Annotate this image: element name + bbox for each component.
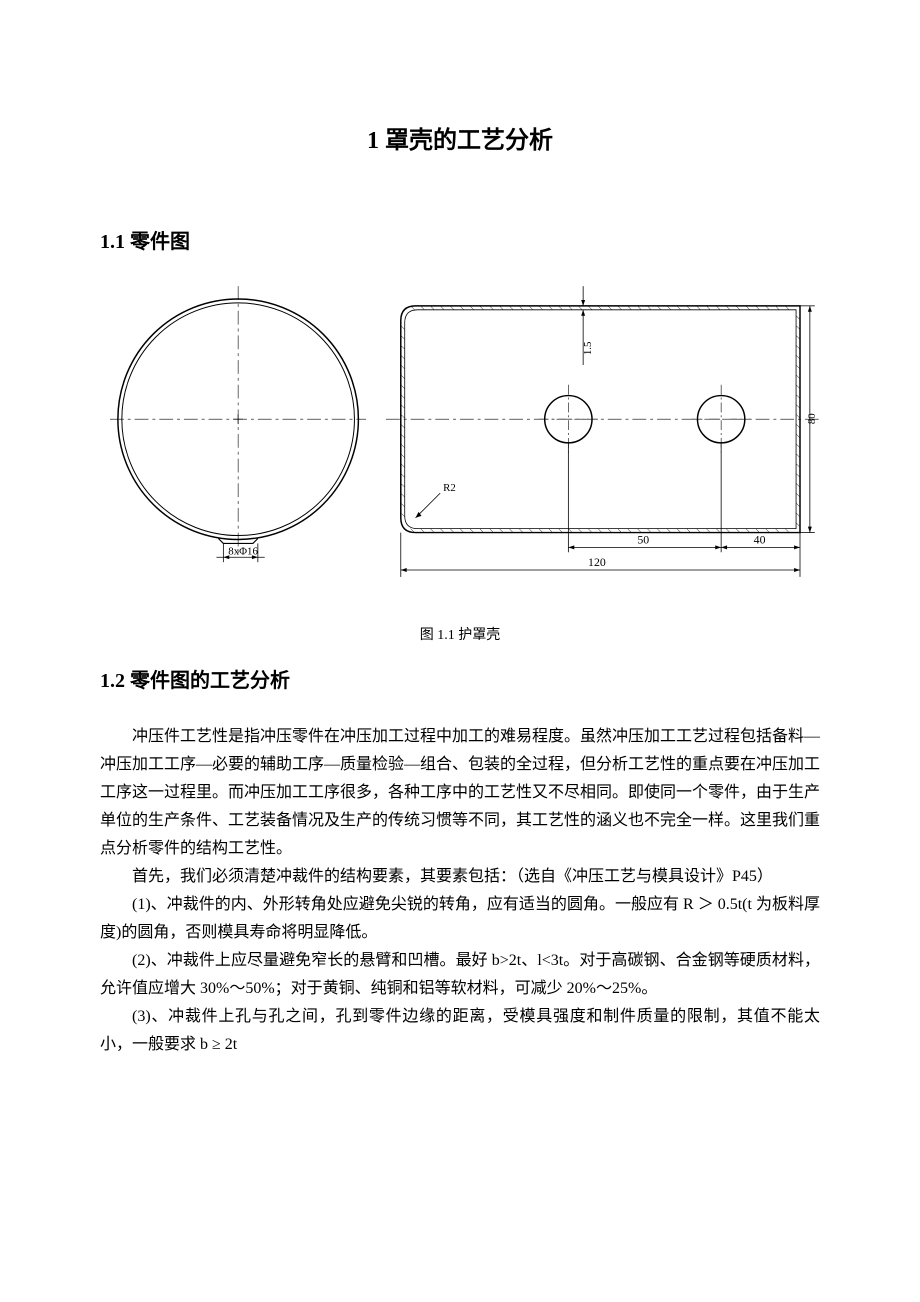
section-1-text: 零件图 (130, 231, 190, 253)
hole-label: 8xΦ16 (228, 545, 258, 557)
svg-text:40: 40 (754, 532, 766, 546)
paragraph-3: (1)、冲裁件的内、外形转角处应避免尖锐的转角，应有适当的圆角。一般应有 R ＞… (100, 891, 820, 947)
section-2-title: 1.2 零件图的工艺分析 (100, 664, 820, 693)
svg-text:80: 80 (806, 413, 818, 424)
chapter-number: 1 (367, 128, 379, 154)
svg-text:50: 50 (638, 532, 650, 546)
section-2-text: 零件图的工艺分析 (130, 670, 290, 692)
svg-text:1.5: 1.5 (582, 342, 594, 356)
figure-container: 8xΦ16 (100, 284, 820, 584)
svg-text:120: 120 (588, 555, 606, 569)
paragraph-1: 冲压件工艺性是指冲压零件在冲压加工过程中加工的难易程度。虽然冲压加工工艺过程包括… (100, 723, 820, 863)
section-2-number: 1.2 (100, 670, 125, 692)
chapter-title: 1 罩壳的工艺分析 (100, 120, 820, 155)
chapter-title-text: 罩壳的工艺分析 (385, 128, 553, 154)
section-1-number: 1.1 (100, 231, 125, 253)
paragraph-5: (3)、冲裁件上孔与孔之间，孔到零件边缘的距离，受模具强度和制件质量的限制，其值… (100, 1003, 820, 1059)
paragraph-4: (2)、冲裁件上应尽量避免窄长的悬臂和凹槽。最好 b>2t、l<3t。对于高碳钢… (100, 947, 820, 1003)
section-1-title: 1.1 零件图 (100, 225, 820, 254)
top-view-drawing: 8xΦ16 (110, 284, 366, 584)
paragraph-2: 首先，我们必须清楚冲裁件的结构要素，其要素包括：（选自《冲压工艺与模具设计》P4… (100, 863, 820, 891)
svg-text:R2: R2 (443, 482, 456, 494)
figure-caption: 图 1.1 护罩壳 (100, 624, 820, 644)
side-view-drawing: 1.5 80 R2 50 40 120 (386, 284, 820, 584)
